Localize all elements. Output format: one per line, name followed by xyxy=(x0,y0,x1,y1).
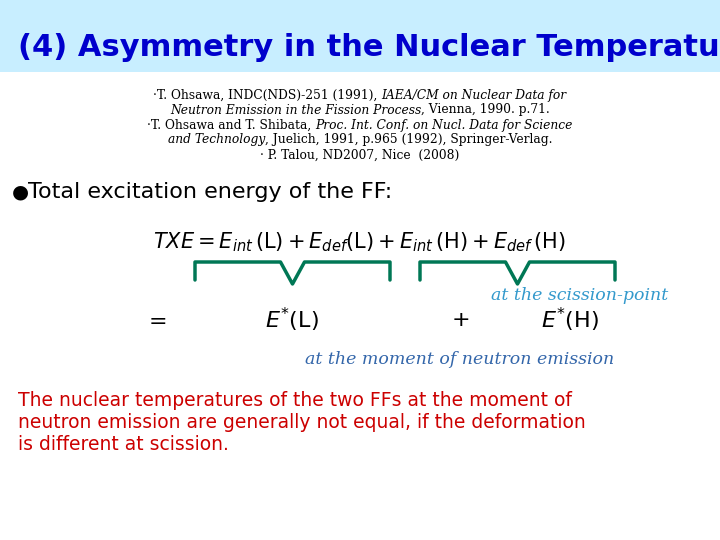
Text: ·T. Ohsawa and T. Shibata,: ·T. Ohsawa and T. Shibata, xyxy=(148,118,315,132)
Text: at the moment of neutron emission: at the moment of neutron emission xyxy=(305,352,615,368)
Text: ·T. Ohsawa, INDC(NDS)-251 (1991),: ·T. Ohsawa, INDC(NDS)-251 (1991), xyxy=(153,89,382,102)
Text: $+$: $+$ xyxy=(451,310,469,330)
Text: Proc. Int. Conf. on Nucl. Data for Science: Proc. Int. Conf. on Nucl. Data for Scien… xyxy=(315,118,572,132)
Text: The nuclear temperatures of the two FFs at the moment of: The nuclear temperatures of the two FFs … xyxy=(18,390,572,409)
Text: $E^{*}\mathit{(}\mathrm{L}\mathit{)}$: $E^{*}\mathit{(}\mathrm{L}\mathit{)}$ xyxy=(265,306,319,334)
Bar xyxy=(0,0,720,72)
Text: $E^{*}\mathit{(}\mathrm{H}\mathit{)}$: $E^{*}\mathit{(}\mathrm{H}\mathit{)}$ xyxy=(541,306,599,334)
Text: Neutron Emission in the Fission Process: Neutron Emission in the Fission Process xyxy=(170,104,421,117)
Text: ●: ● xyxy=(12,183,29,201)
Text: · P. Talou, ND2007, Nice  (2008): · P. Talou, ND2007, Nice (2008) xyxy=(261,148,459,161)
Text: $=$: $=$ xyxy=(144,310,166,330)
Text: neutron emission are generally not equal, if the deformation: neutron emission are generally not equal… xyxy=(18,413,586,431)
Text: and Technology: and Technology xyxy=(168,133,265,146)
Text: $\mathit{TXE} = E_{\mathit{int}}\,\mathrm{(L)} + E_{\mathit{def}}\mathrm{(L)} + : $\mathit{TXE} = E_{\mathit{int}}\,\mathr… xyxy=(153,230,567,254)
Text: at the scission-point: at the scission-point xyxy=(491,287,669,303)
Text: IAEA/CM on Nuclear Data for: IAEA/CM on Nuclear Data for xyxy=(382,89,567,102)
Text: (4) Asymmetry in the Nuclear Temperatures: (4) Asymmetry in the Nuclear Temperature… xyxy=(18,33,720,63)
Text: Total excitation energy of the FF:: Total excitation energy of the FF: xyxy=(28,182,392,202)
Text: is different at scission.: is different at scission. xyxy=(18,435,229,454)
Text: , Juelich, 1991, p.965 (1992), Springer-Verlag.: , Juelich, 1991, p.965 (1992), Springer-… xyxy=(265,133,552,146)
Text: , Vienna, 1990. p.71.: , Vienna, 1990. p.71. xyxy=(421,104,550,117)
